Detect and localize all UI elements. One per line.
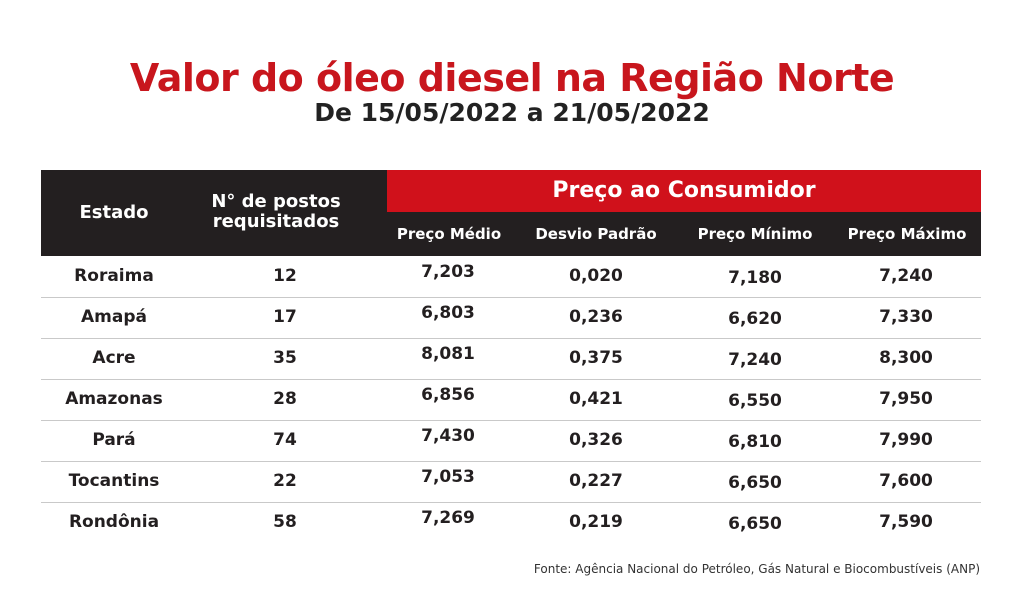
cell-preco-minimo: 6,650 <box>728 514 782 534</box>
header-estado: Estado <box>79 202 149 223</box>
cell-preco-minimo: 7,240 <box>728 350 782 370</box>
cell-postos: 28 <box>273 389 297 409</box>
cell-preco-maximo: 7,950 <box>879 389 933 409</box>
cell-preco-minimo: 6,550 <box>728 391 782 411</box>
cell-estado: Acre <box>92 348 136 368</box>
cell-preco-maximo: 8,300 <box>879 348 933 368</box>
header-group-preco-consumidor: Preço ao Consumidor <box>387 170 981 212</box>
header-preco-maximo: Preço Máximo <box>847 225 967 243</box>
cell-estado: Pará <box>92 430 136 450</box>
cell-preco-maximo: 7,600 <box>879 471 933 491</box>
cell-preco-medio: 7,203 <box>421 262 475 282</box>
cell-preco-medio: 7,430 <box>421 426 475 446</box>
cell-desvio-padrao: 0,236 <box>569 307 623 327</box>
cell-preco-medio: 6,803 <box>421 303 475 323</box>
header-preco-medio: Preço Médio <box>396 225 502 243</box>
header-desvio-padrao: Desvio Padrão <box>535 225 657 243</box>
cell-preco-medio: 7,269 <box>421 508 475 528</box>
cell-estado: Roraima <box>74 266 154 286</box>
cell-preco-maximo: 7,590 <box>879 512 933 532</box>
cell-postos: 35 <box>273 348 297 368</box>
header-preco-minimo: Preço Mínimo <box>697 225 813 243</box>
cell-desvio-padrao: 0,326 <box>569 430 623 450</box>
header-postos-line2: requisitados <box>212 211 340 232</box>
cell-preco-minimo: 6,810 <box>728 432 782 452</box>
cell-estado: Amazonas <box>65 389 163 409</box>
cell-estado: Tocantins <box>68 471 160 491</box>
cell-preco-medio: 8,081 <box>421 344 475 364</box>
cell-preco-maximo: 7,240 <box>879 266 933 286</box>
cell-postos: 12 <box>273 266 297 286</box>
cell-desvio-padrao: 0,020 <box>569 266 623 286</box>
cell-postos: 58 <box>273 512 297 532</box>
cell-preco-minimo: 6,620 <box>728 309 782 329</box>
cell-estado: Rondônia <box>68 512 160 532</box>
source-note: Fonte: Agência Nacional do Petróleo, Gás… <box>533 562 980 576</box>
cell-preco-medio: 7,053 <box>421 467 475 487</box>
cell-postos: 17 <box>273 307 297 327</box>
cell-estado: Amapá <box>81 307 147 327</box>
table-row: Tocantins 22 7,053 0,227 6,650 7,600 <box>41 461 981 503</box>
table-row: Amapá 17 6,803 0,236 6,620 7,330 <box>41 297 981 339</box>
cell-desvio-padrao: 0,375 <box>569 348 623 368</box>
cell-preco-medio: 6,856 <box>421 385 475 405</box>
cell-desvio-padrao: 0,227 <box>569 471 623 491</box>
page-title: Valor do óleo diesel na Região Norte <box>129 56 895 100</box>
cell-desvio-padrao: 0,421 <box>569 389 623 409</box>
table-row: Pará 74 7,430 0,326 6,810 7,990 <box>41 420 981 462</box>
cell-preco-maximo: 7,990 <box>879 430 933 450</box>
header-postos-line1: N° de postos <box>211 191 341 212</box>
cell-desvio-padrao: 0,219 <box>569 512 623 532</box>
table-row: Acre 35 8,081 0,375 7,240 8,300 <box>41 338 981 380</box>
cell-preco-minimo: 7,180 <box>728 268 782 288</box>
header-postos: N° de postos requisitados <box>187 192 365 232</box>
cell-preco-minimo: 6,650 <box>728 473 782 493</box>
page-subtitle: De 15/05/2022 a 21/05/2022 <box>314 98 710 127</box>
table-row: Roraima 12 7,203 0,020 7,180 7,240 <box>41 256 981 298</box>
cell-preco-maximo: 7,330 <box>879 307 933 327</box>
table-row: Amazonas 28 6,856 0,421 6,550 7,950 <box>41 379 981 421</box>
cell-postos: 74 <box>273 430 297 450</box>
table-row: Rondônia 58 7,269 0,219 6,650 7,590 <box>41 502 981 543</box>
cell-postos: 22 <box>273 471 297 491</box>
